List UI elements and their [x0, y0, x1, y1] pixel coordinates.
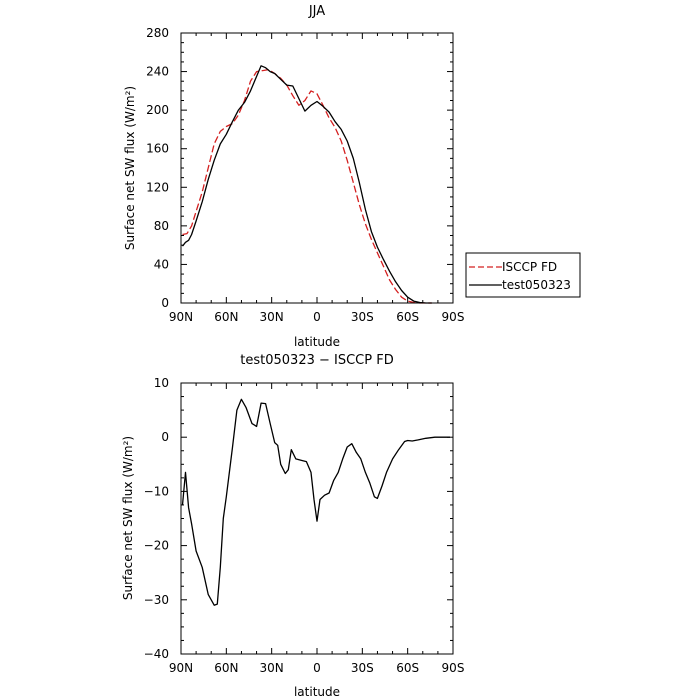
top-y-axis-label: Surface net SW flux (W/m²): [123, 86, 137, 250]
bottom-x-axis-label: latitude: [294, 685, 340, 699]
top-x-tick-label: 60S: [396, 310, 419, 324]
bottom-series-line-0: [181, 398, 450, 606]
top-y-tick-label: 280: [146, 26, 169, 40]
top-x-tick-label: 30N: [260, 310, 284, 324]
top-y-tick-label: 120: [146, 180, 169, 194]
bottom-y-tick-label: −40: [144, 647, 169, 661]
bottom-plot-frame: [180, 382, 454, 655]
bottom-x-tick-label: 90S: [442, 661, 465, 675]
bottom-plot-area: 90N 60N 30N 0 30S 60S 90S −40 −30 −20 −10 0 10: [144, 376, 465, 675]
top-x-tick-label: 0: [313, 310, 321, 324]
top-legend: ISCCP FD test050323: [465, 252, 581, 298]
legend-label-test: test050323: [502, 278, 571, 292]
bottom-y-tick-label: −10: [144, 484, 169, 498]
top-plot-area: 90N 60N 30N 0 30S 60S 90S 0 40 80 120 160 200 240 280: [146, 26, 464, 324]
top-x-tick-label: 90S: [442, 310, 465, 324]
top-y-tick-label: 200: [146, 103, 169, 117]
bottom-x-tick-label: 30S: [351, 661, 374, 675]
top-x-tick-label: 30S: [351, 310, 374, 324]
top-chart-title: JJA: [308, 4, 325, 19]
top-y-tick-label: 40: [154, 257, 169, 271]
top-y-tick-label: 80: [154, 219, 169, 233]
top-x-axis-label: latitude: [294, 335, 340, 349]
top-chart: JJA 90N 60N 30N 0 30S 60S 90S 0 40 80 120 160 200 240…: [123, 4, 581, 349]
top-series-line-1: [181, 65, 432, 304]
top-y-tick-label: 0: [161, 296, 169, 310]
top-y-tick-label: 240: [146, 65, 169, 79]
legend-label-isccp: ISCCP FD: [502, 260, 557, 274]
bottom-y-tick-label: −20: [144, 539, 169, 553]
bottom-x-tick-label: 60N: [214, 661, 238, 675]
bottom-y-tick-label: −30: [144, 593, 169, 607]
bottom-chart-title: test050323 − ISCCP FD: [240, 353, 393, 368]
bottom-x-tick-label: 0: [313, 661, 321, 675]
top-x-tick-label: 60N: [214, 310, 238, 324]
bottom-y-axis-label: Surface net SW flux (W/m²): [121, 436, 135, 600]
bottom-x-tick-label: 90N: [169, 661, 193, 675]
top-y-tick-label: 160: [146, 142, 169, 156]
top-x-tick-label: 90N: [169, 310, 193, 324]
top-plot-frame: [180, 32, 454, 304]
bottom-x-tick-label: 60S: [396, 661, 419, 675]
bottom-chart: test050323 − ISCCP FD 90N 60N 30N 0 30S 60S 90…: [121, 353, 464, 699]
legend-box: [465, 252, 581, 298]
bottom-x-tick-label: 30N: [260, 661, 284, 675]
bottom-y-tick-label: 10: [154, 376, 169, 390]
bottom-y-tick-label: 0: [161, 430, 169, 444]
top-series-line-0: [182, 68, 432, 304]
